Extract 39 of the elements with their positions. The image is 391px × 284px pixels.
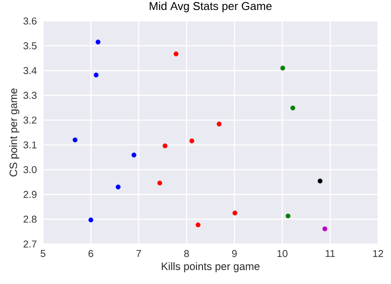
point: [132, 152, 136, 158]
y-axis-title: CS point per game: [9, 88, 20, 176]
x-tick-label: 11: [326, 250, 335, 257]
point: [232, 210, 238, 216]
point: [174, 52, 178, 56]
x-tick-label: 12: [373, 250, 384, 258]
y-tick-label: 3.3: [23, 92, 37, 99]
x-tick-label: 10: [277, 250, 288, 258]
point: [72, 138, 78, 142]
point: [88, 218, 94, 222]
y-tick-label: 2.8: [24, 216, 37, 223]
point: [322, 226, 328, 232]
point: [94, 72, 99, 78]
point: [286, 214, 290, 218]
y-tick-label: 3.0: [23, 166, 37, 174]
y-tick-label: 3.5: [23, 42, 37, 50]
point: [216, 122, 222, 126]
y-tick-label: 3.2: [23, 116, 36, 124]
point: [290, 106, 296, 110]
x-tick-label: 9: [232, 250, 237, 258]
point: [318, 178, 322, 184]
x-tick-label: 7: [136, 250, 141, 257]
point: [96, 40, 100, 44]
point: [116, 184, 121, 190]
point: [280, 66, 286, 70]
x-tick-label: 6: [88, 250, 94, 258]
chart-title: Mid Avg Stats per Game: [150, 2, 272, 12]
point: [196, 222, 200, 228]
y-tick-label: 3.4: [23, 67, 37, 74]
y-tick-label: 3.6: [23, 17, 37, 25]
y-tick-label: 2.9: [24, 190, 36, 198]
point: [189, 138, 194, 144]
y-tick-label: 3.1: [23, 141, 36, 148]
point: [162, 143, 168, 148]
x-tick-label: 8: [184, 250, 189, 258]
point: [157, 180, 162, 186]
x-tick-label: 5: [40, 250, 46, 258]
y-tick-label: 2.7: [24, 240, 36, 248]
x-axis-title: Kills points per game: [162, 262, 260, 272]
